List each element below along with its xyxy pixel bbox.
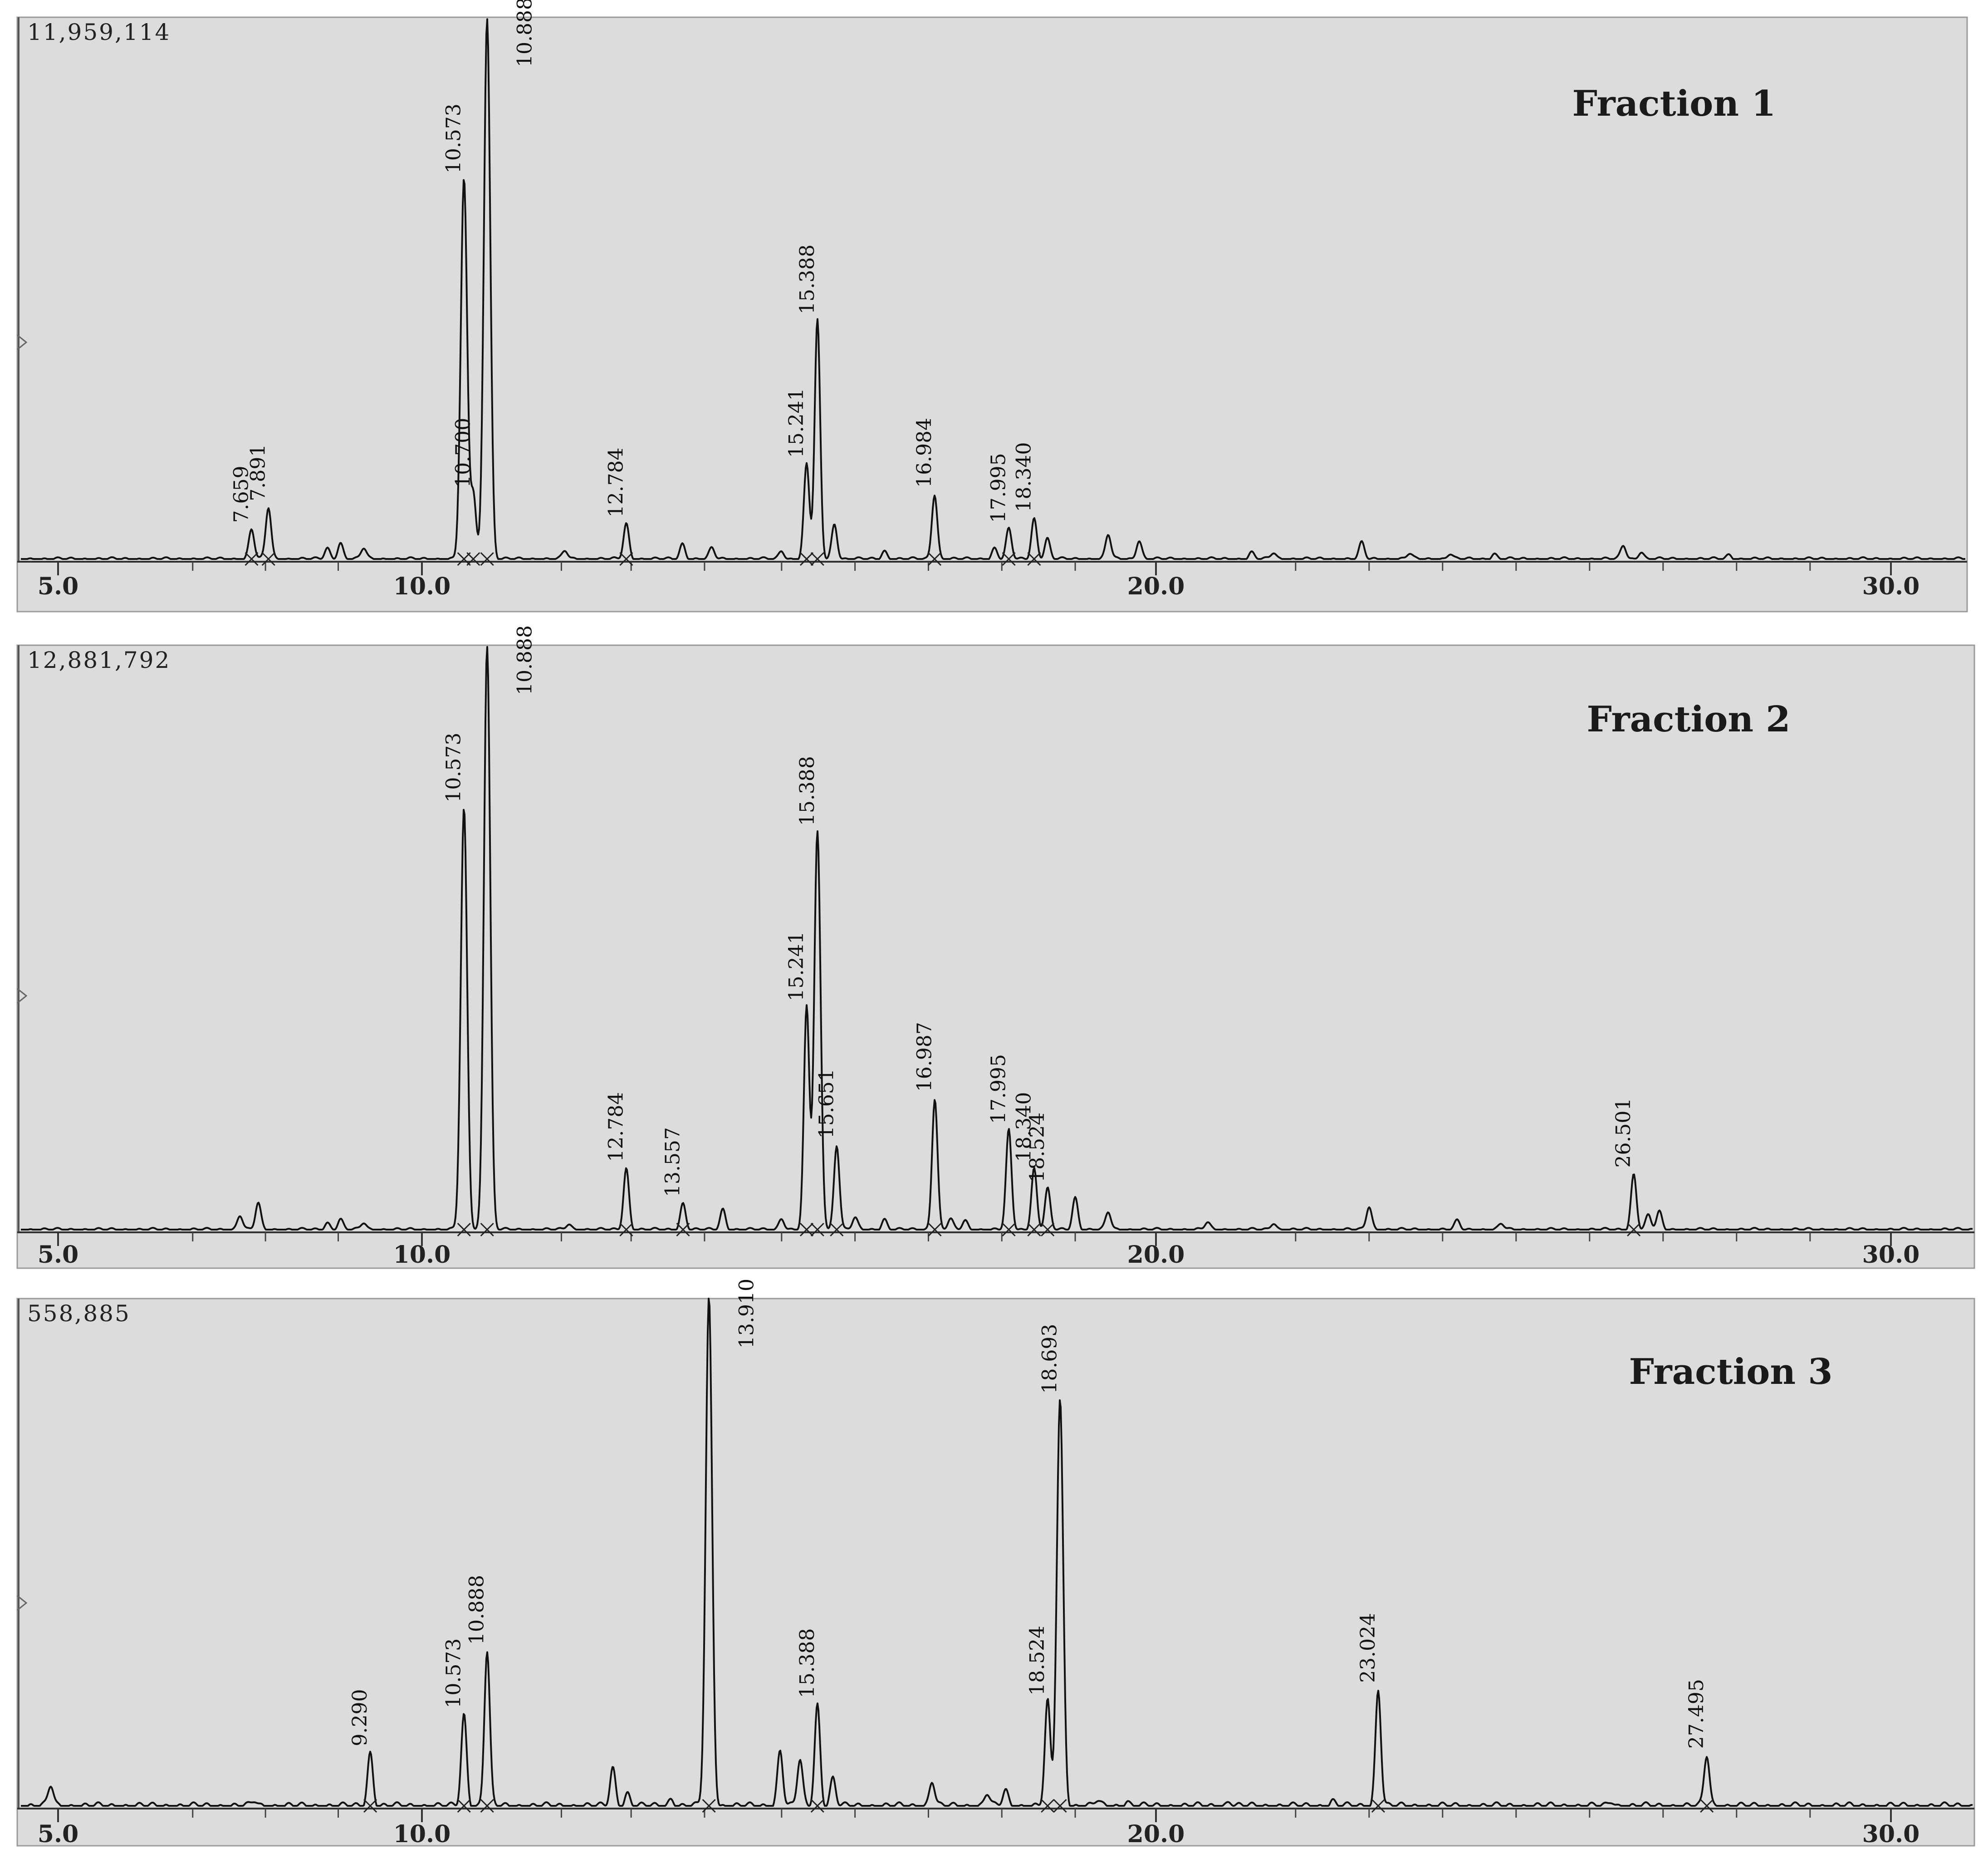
- signal-trace: [21, 1298, 1973, 1807]
- peak-label: 18.340: [1012, 442, 1035, 512]
- y-max-label: 12,881,792: [27, 647, 171, 673]
- peak-integration-mark: [457, 1799, 471, 1813]
- peak-integration-mark: [1053, 1799, 1067, 1813]
- peak-integration-mark: [1627, 1222, 1641, 1237]
- peak-integration-mark: [1027, 1222, 1041, 1237]
- peak-label: 15.241: [785, 388, 808, 458]
- peak-label: 18.524: [1026, 1113, 1049, 1182]
- x-tick-label: 10.0: [393, 1820, 451, 1848]
- peak-integration-mark: [830, 1222, 844, 1237]
- peak-label: 10.573: [442, 1638, 465, 1708]
- y-axis-marker: [17, 988, 28, 1004]
- peak-integration-mark: [810, 1799, 824, 1813]
- peak-integration-mark: [245, 552, 259, 566]
- peak-integration-mark: [1041, 1222, 1055, 1237]
- peak-integration-mark: [1700, 1799, 1714, 1813]
- signal-trace: [21, 646, 1973, 1231]
- peak-integration-mark: [1027, 552, 1041, 566]
- peak-label: 17.995: [987, 453, 1010, 523]
- peak-integration-mark: [466, 552, 480, 566]
- signal-trace: [20, 18, 1965, 560]
- peak-label: 16.987: [913, 1022, 936, 1092]
- x-tick-label: 5.0: [38, 573, 78, 600]
- chromatogram-panel-1: 5.0 10.0 20.0 30.0 11,959,114 Fraction 1 7.659…: [16, 0, 1968, 613]
- peak-label: 10.888: [514, 625, 537, 695]
- peak-label: 15.241: [785, 932, 808, 1001]
- x-tick-label: 5.0: [38, 1820, 78, 1848]
- y-axis-marker: [17, 1595, 28, 1611]
- fraction-title: Fraction 2: [1587, 699, 1791, 740]
- peak-label: 15.651: [815, 1069, 838, 1138]
- peak-integration-mark: [480, 552, 494, 566]
- peak-label: 18.340: [1012, 1092, 1035, 1162]
- peak-integration-mark: [480, 1222, 494, 1237]
- peak-integration-mark: [676, 1222, 690, 1237]
- chromatogram-panel-3: 5.0 10.0 20.0 30.0 558,885 Fraction 3 9.290 10.…: [16, 1279, 1975, 1848]
- peak-label: 10.573: [442, 733, 465, 803]
- peak-integration-mark: [810, 552, 824, 566]
- peak-label: 16.984: [913, 418, 936, 488]
- peak-label: 15.388: [796, 245, 819, 314]
- peak-label: 7.891: [247, 444, 270, 501]
- peak-label: 10.888: [465, 1575, 489, 1645]
- peak-label: 9.290: [348, 1689, 372, 1746]
- y-max-label: 11,959,114: [27, 19, 171, 45]
- peak-integration-mark: [799, 1222, 814, 1237]
- peak-label: 15.388: [796, 756, 819, 826]
- x-tick-label: 30.0: [1862, 573, 1920, 600]
- peak-label: 10.700: [451, 418, 475, 488]
- peak-integration-mark: [1041, 1799, 1055, 1813]
- peak-integration-mark: [702, 1799, 716, 1813]
- peak-label: 13.557: [661, 1127, 685, 1197]
- peak-label: 10.888: [514, 0, 537, 67]
- peak-label: 13.910: [735, 1279, 759, 1348]
- peak-integration-mark: [1371, 1799, 1385, 1813]
- peak-integration-mark: [1002, 552, 1016, 566]
- peak-label: 12.784: [604, 1092, 627, 1162]
- peak-label: 27.495: [1685, 1679, 1708, 1749]
- peak-label: 10.573: [442, 103, 465, 173]
- peak-label: 23.024: [1356, 1613, 1380, 1683]
- peak-integration-mark: [619, 552, 633, 566]
- peak-integration-mark: [927, 552, 942, 566]
- peak-integration-mark: [457, 1222, 471, 1237]
- peak-label: 15.388: [796, 1628, 819, 1698]
- fraction-title: Fraction 1: [1572, 83, 1776, 124]
- y-max-label: 558,885: [27, 1300, 131, 1327]
- chromatogram-panel-2: 5.0 10.0 20.0 30.0 12,881,792 Fraction 2 10.57…: [16, 625, 1975, 1269]
- plot-background: [16, 16, 1968, 613]
- peak-integration-mark: [799, 552, 814, 566]
- x-tick-label: 20.0: [1127, 1820, 1185, 1848]
- plot-background: [16, 1298, 1975, 1847]
- peak-integration-mark: [363, 1799, 377, 1813]
- peak-integration-mark: [619, 1222, 633, 1237]
- x-tick-label: 10.0: [393, 1241, 451, 1269]
- peak-integration-mark: [1002, 1222, 1016, 1237]
- peak-integration-mark: [928, 1222, 942, 1237]
- peak-label: 7.659: [230, 466, 253, 523]
- plot-background: [16, 644, 1975, 1269]
- peak-integration-mark: [261, 552, 275, 566]
- peak-label: 12.784: [604, 447, 627, 517]
- fraction-title: Fraction 3: [1629, 1351, 1833, 1392]
- y-axis-marker: [17, 334, 28, 350]
- peak-label: 18.693: [1038, 1324, 1062, 1394]
- peak-label: 26.501: [1612, 1098, 1635, 1168]
- peak-integration-mark: [810, 1222, 824, 1237]
- peak-label: 17.995: [987, 1054, 1010, 1124]
- x-tick-label: 30.0: [1862, 1820, 1920, 1848]
- x-tick-label: 5.0: [38, 1241, 78, 1269]
- x-tick-label: 20.0: [1127, 573, 1185, 600]
- x-tick-label: 30.0: [1862, 1241, 1920, 1269]
- x-tick-label: 20.0: [1127, 1241, 1185, 1269]
- peak-label: 18.524: [1026, 1626, 1049, 1696]
- x-tick-label: 10.0: [393, 573, 451, 600]
- peak-integration-mark: [480, 1799, 494, 1813]
